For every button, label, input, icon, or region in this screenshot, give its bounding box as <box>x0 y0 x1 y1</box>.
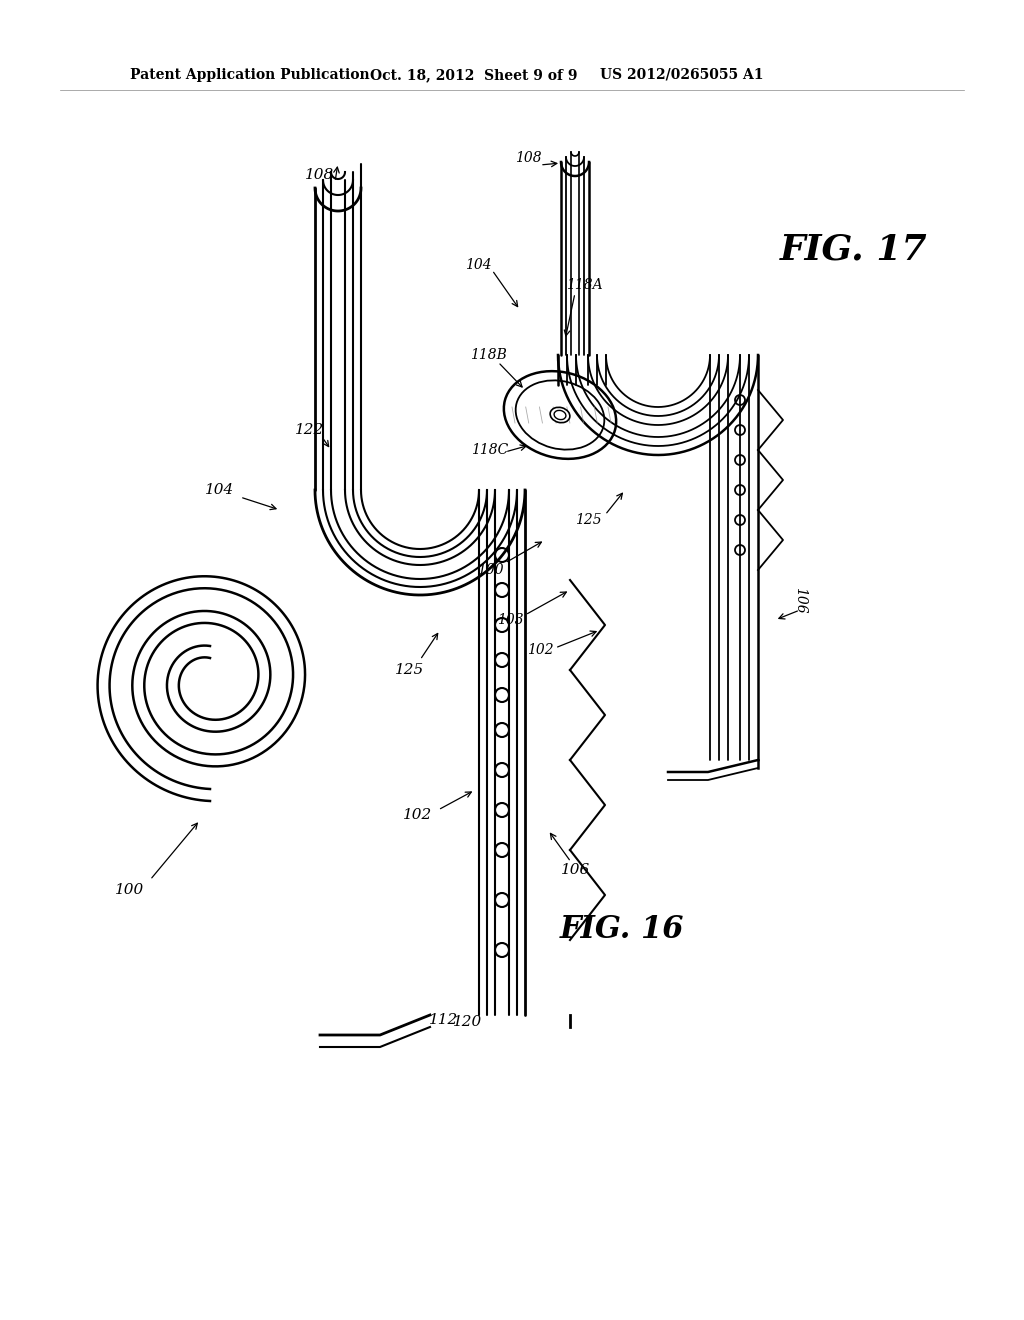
Text: 118A: 118A <box>565 279 602 292</box>
Text: 102: 102 <box>403 808 432 822</box>
Text: 125: 125 <box>574 513 601 527</box>
Text: 118B: 118B <box>470 348 507 362</box>
Text: 125: 125 <box>395 663 425 677</box>
Text: US 2012/0265055 A1: US 2012/0265055 A1 <box>600 69 764 82</box>
Text: 100: 100 <box>116 883 144 898</box>
Text: 118C: 118C <box>471 444 509 457</box>
Text: 106: 106 <box>561 863 591 876</box>
Text: 122: 122 <box>295 422 325 437</box>
Text: 106: 106 <box>793 586 807 614</box>
Text: 120: 120 <box>454 1015 482 1030</box>
Text: Patent Application Publication: Patent Application Publication <box>130 69 370 82</box>
Text: FIG. 17: FIG. 17 <box>780 234 928 267</box>
Text: 112: 112 <box>429 1012 459 1027</box>
Text: Oct. 18, 2012  Sheet 9 of 9: Oct. 18, 2012 Sheet 9 of 9 <box>370 69 578 82</box>
Text: 102: 102 <box>526 643 553 657</box>
Text: 100: 100 <box>477 564 504 577</box>
Text: 103: 103 <box>497 612 523 627</box>
Text: 104: 104 <box>465 257 492 272</box>
Text: 108: 108 <box>515 150 542 165</box>
Text: 108: 108 <box>305 168 335 182</box>
Ellipse shape <box>550 408 569 422</box>
Text: FIG. 16: FIG. 16 <box>560 915 684 945</box>
Text: 104: 104 <box>206 483 234 498</box>
